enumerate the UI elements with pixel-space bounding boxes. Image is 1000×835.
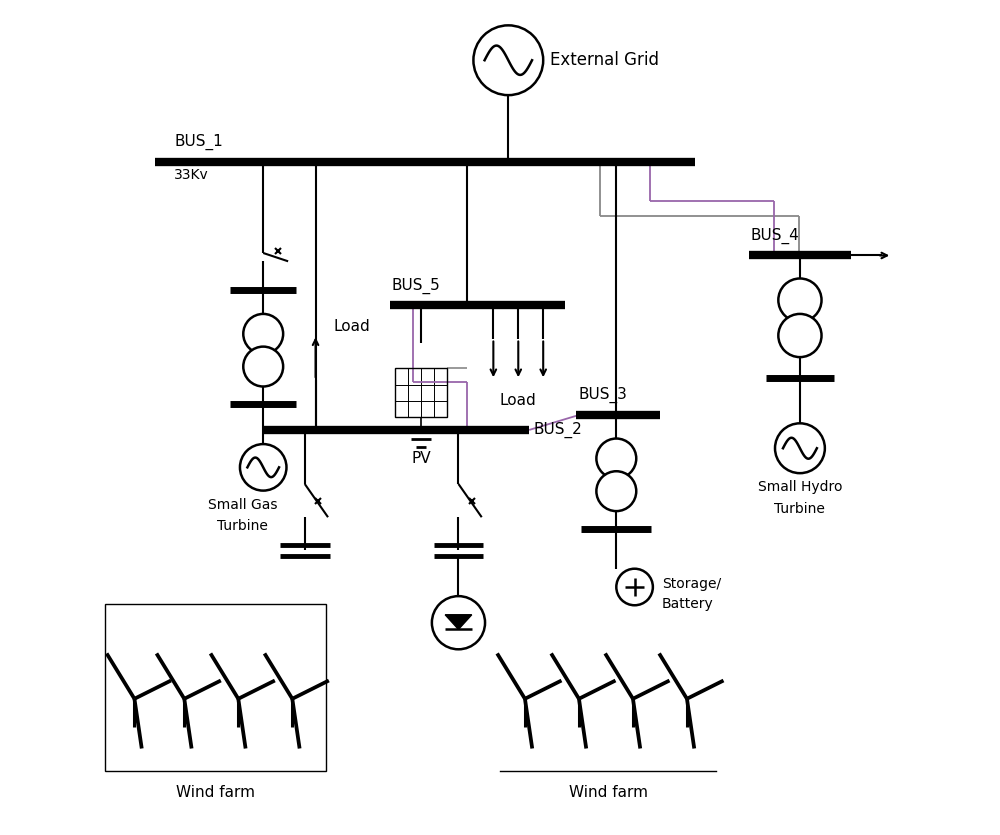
Circle shape bbox=[240, 444, 286, 491]
Circle shape bbox=[243, 314, 283, 354]
Text: BUS_3: BUS_3 bbox=[578, 387, 627, 402]
Circle shape bbox=[596, 471, 636, 511]
Circle shape bbox=[473, 25, 543, 95]
Circle shape bbox=[778, 279, 822, 321]
Circle shape bbox=[778, 314, 822, 357]
Text: Load: Load bbox=[500, 392, 537, 407]
Text: Small Gas: Small Gas bbox=[208, 498, 277, 512]
Text: Battery: Battery bbox=[662, 596, 714, 610]
Circle shape bbox=[243, 347, 283, 387]
Circle shape bbox=[775, 423, 825, 473]
Circle shape bbox=[596, 438, 636, 478]
Polygon shape bbox=[445, 615, 472, 630]
Text: BUS_4: BUS_4 bbox=[751, 228, 800, 244]
Text: Turbine: Turbine bbox=[774, 502, 825, 516]
Text: BUS_5: BUS_5 bbox=[392, 277, 441, 294]
Text: Small Hydro: Small Hydro bbox=[758, 480, 842, 493]
Text: BUS_1: BUS_1 bbox=[174, 134, 223, 150]
Bar bbox=[395, 368, 447, 417]
Text: Wind farm: Wind farm bbox=[569, 785, 648, 800]
Circle shape bbox=[432, 596, 485, 650]
Text: 33Kv: 33Kv bbox=[174, 168, 209, 182]
Text: Load: Load bbox=[334, 319, 371, 334]
Text: Storage/: Storage/ bbox=[662, 577, 721, 590]
Text: Wind farm: Wind farm bbox=[176, 785, 255, 800]
Bar bbox=[105, 605, 326, 771]
Text: BUS_2: BUS_2 bbox=[533, 422, 582, 438]
Circle shape bbox=[616, 569, 653, 605]
Text: PV: PV bbox=[411, 451, 431, 466]
Text: External Grid: External Grid bbox=[550, 51, 659, 69]
Text: Turbine: Turbine bbox=[217, 519, 268, 533]
